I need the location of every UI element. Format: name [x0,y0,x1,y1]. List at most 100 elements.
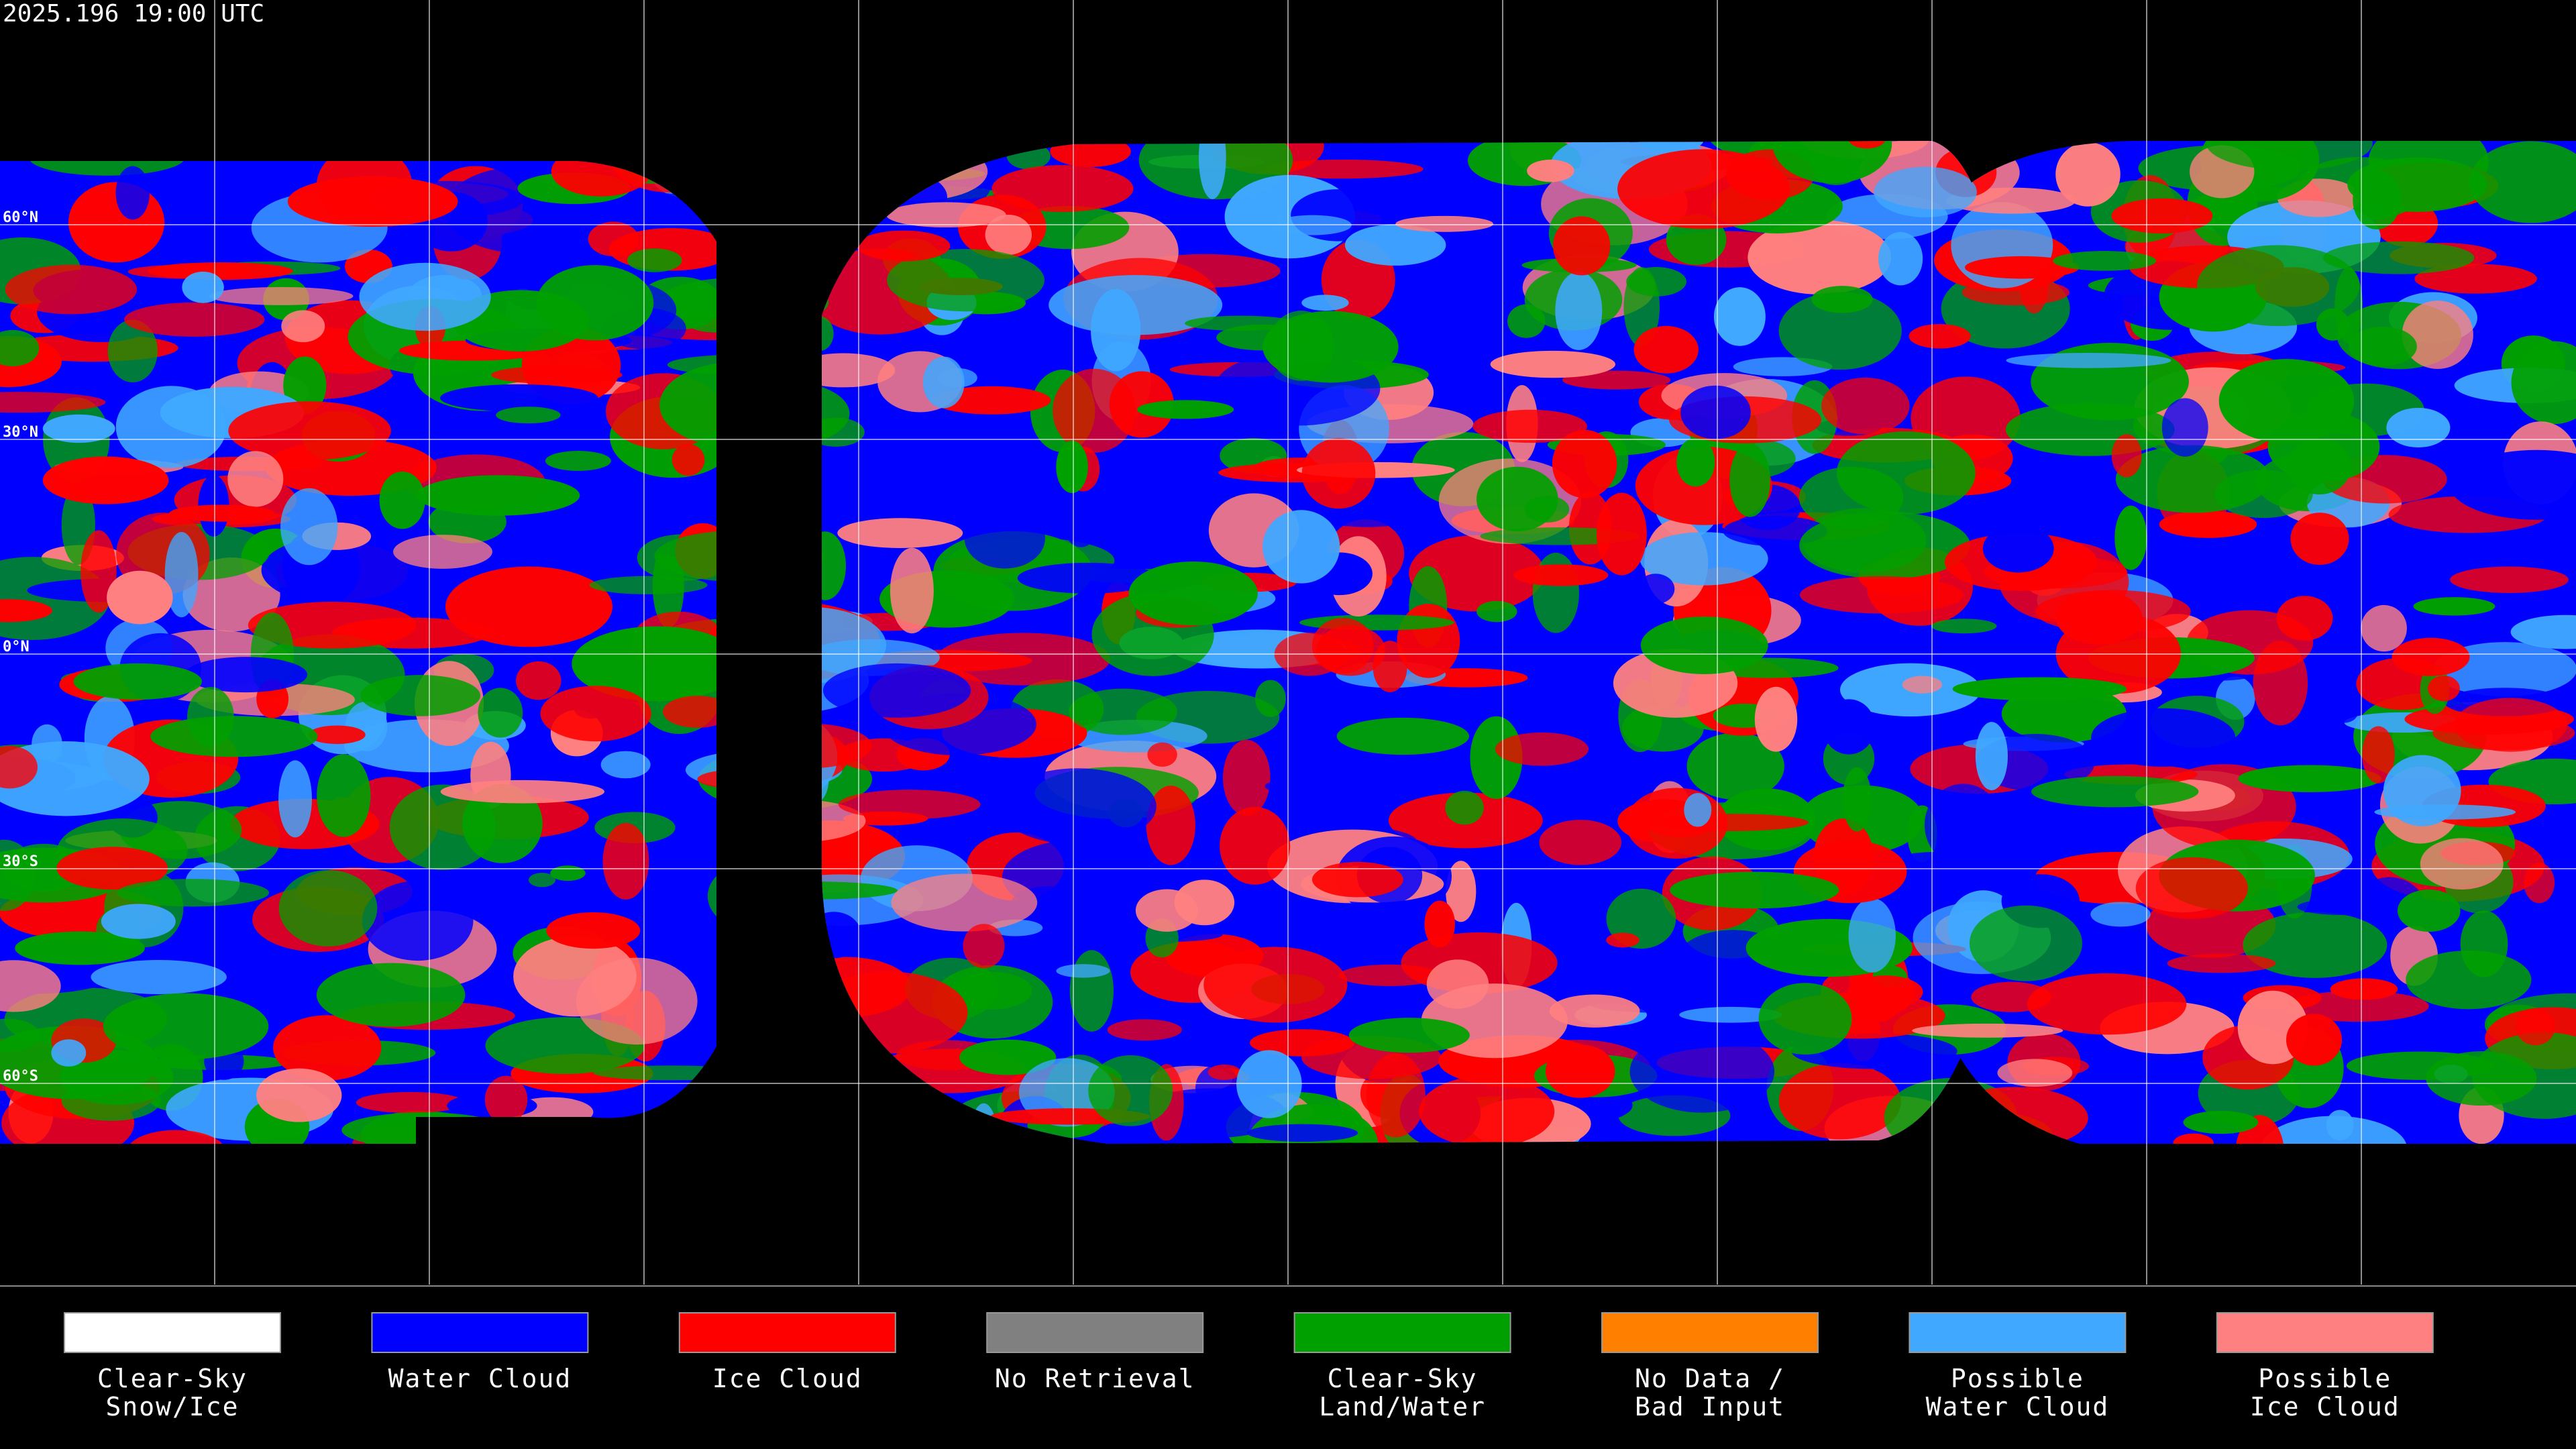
cloud-blob [528,873,556,888]
latitude-label: 0°N [3,639,30,655]
cloud-blob [890,547,934,634]
cloud-blob [478,688,523,738]
cloud-blob [2197,245,2360,327]
cloud-blob [1395,215,1494,232]
cloud-blob [516,661,561,700]
cloud-blob [1982,525,2054,573]
cloud-blob [2511,341,2576,425]
cloud-blob [2114,505,2147,570]
cloud-blob [360,675,481,716]
cloud-blob [287,176,458,227]
cloud-blob [440,780,605,804]
cloud-blob [1490,350,1616,378]
cloud-blob [209,286,354,305]
cloud-blob [1472,409,1588,443]
cloud-blob [1680,385,1751,439]
cloud-blob [1931,619,1997,634]
cloud-blob [462,784,543,863]
cloud-blob [1316,506,1417,527]
cloud-blob [15,931,145,965]
cloud-blob [273,1015,382,1081]
cloud-blob [150,716,318,757]
cloud-blob [445,566,612,647]
cloud-blob [885,202,1006,228]
cloud-blob [1476,600,1517,623]
cloud-blob [1679,1006,1782,1023]
cloud-blob [963,924,1005,969]
cloud-blob [627,248,682,272]
cloud-blob [2362,726,2395,784]
cloud-blob [1056,440,1088,493]
cloud-blob [1049,275,1223,335]
legend-label: Possible [2258,1364,2392,1393]
cloud-blob [2105,1097,2177,1128]
cloud-blob [2510,614,2576,649]
cloud-blob [1562,370,1671,390]
latitude-label: 60°S [3,1068,38,1085]
cloud-blob [281,310,325,343]
legend-swatch [1909,1312,2127,1353]
cloud-blob [959,1039,1057,1075]
cloud-blob [256,1068,342,1122]
cloud-blob [1633,325,1699,374]
cloud-blob [2413,597,2496,616]
cloud-blob [1263,510,1340,584]
cloud-blob [126,1130,226,1144]
cloud-blob [1799,576,1964,614]
cloud-blob [169,504,275,522]
cloud-blob [308,725,366,745]
cloud-blob [1902,676,1942,694]
cloud-blob [1670,871,1839,909]
cloud-blob [1137,400,1234,419]
cloud-blob [107,570,173,625]
latitude-label: 30°S [3,853,38,870]
cloud-blob [600,751,651,779]
cloud-blob [2414,264,2537,294]
cloud-blob [663,696,733,728]
cloud-blob [42,414,115,443]
legend-swatch [986,1312,1204,1353]
cloud-blob [2397,889,2461,932]
cloud-blob [2167,953,2276,973]
cloud-blob [2027,973,2187,1035]
cloud-blob [393,535,492,569]
cloud-blob [1344,224,1446,266]
cloud-blob [1088,1055,1173,1126]
cloud-blob [2516,1008,2555,1046]
cloud-blob [227,451,284,507]
latitude-labels: 60°N 30°N 0°N 30°S 60°S [3,209,38,1085]
cloud-blob [1107,1019,1182,1041]
cloud-blob [164,531,199,618]
cloud-blob [278,760,313,838]
cloud-blob [1821,377,1910,435]
cloud-blob [359,262,491,331]
cloud-blob [1606,932,1640,948]
cloud-blob [1552,429,1617,498]
cloud-blob [1640,616,1768,675]
cloud-blob [1909,323,1971,349]
cloud-blob [0,960,61,1012]
cloud-blob [184,657,308,693]
cloud-blob [1495,732,1589,766]
cloud-blob [2432,716,2575,751]
cloud-blob [1842,767,1872,832]
cloud-blob [0,329,40,367]
cloud-blob [115,166,150,220]
cloud-blob [1222,739,1271,816]
cloud-blob [316,963,466,1027]
cloud-blob [1975,722,2008,790]
cloud-blob [1236,1050,1302,1118]
cloud-blob [107,319,158,383]
cloud-blob [1366,1053,1426,1138]
cloud-blob [857,230,951,262]
legend-label: Ice Cloud [2250,1392,2400,1421]
cloud-blob [1596,492,1647,576]
legend-swatch [678,1312,896,1353]
cloud-blob [2111,198,2213,234]
cloud-blob [1969,905,2082,981]
cloud-blob [2115,445,2271,513]
cloud-blob [2326,1110,2354,1140]
cloud-blob [1997,1059,2073,1087]
cloud-blob [1246,1104,1379,1144]
cloud-blob [1069,950,1114,1032]
